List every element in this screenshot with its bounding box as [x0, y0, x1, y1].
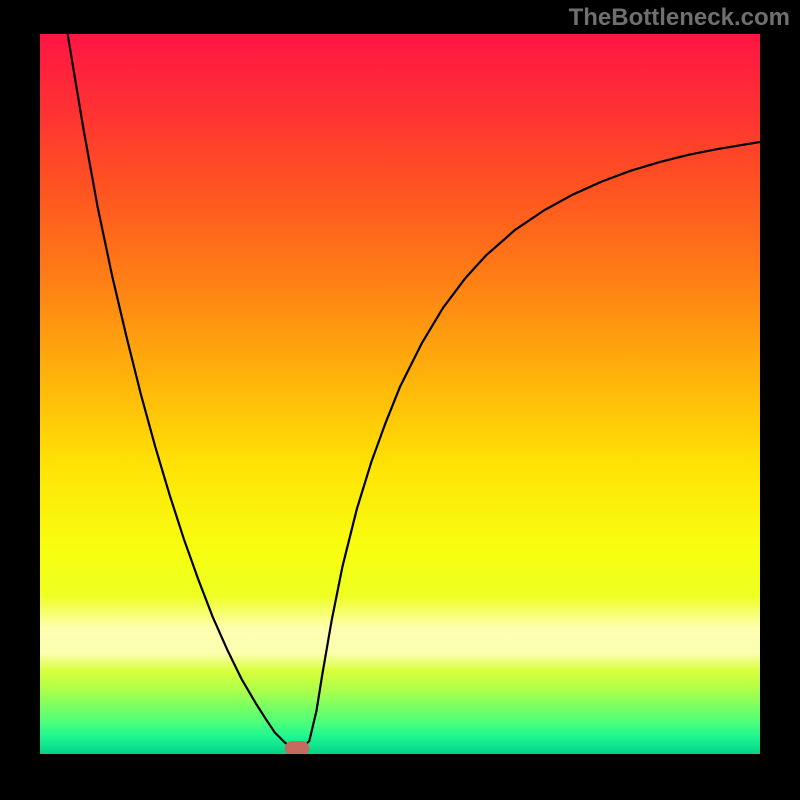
- chart-container: TheBottleneck.com: [0, 0, 800, 800]
- optimum-marker: [285, 741, 309, 754]
- watermark-text: TheBottleneck.com: [569, 4, 790, 32]
- plot-svg: [40, 34, 760, 754]
- gradient-background: [40, 34, 760, 754]
- plot-area: [40, 34, 760, 754]
